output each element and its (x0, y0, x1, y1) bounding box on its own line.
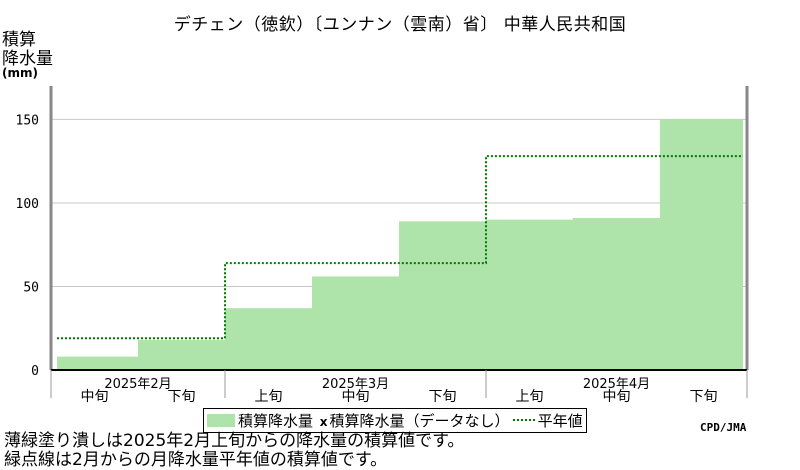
x-dekad-label: 上旬 (516, 389, 544, 405)
precip-bar (399, 221, 486, 370)
precip-bar (486, 219, 573, 370)
precip-bar (312, 276, 399, 370)
x-dekad-label: 中旬 (342, 389, 370, 405)
precip-bar (225, 308, 312, 370)
y-tick-label: 150 (16, 113, 39, 128)
x-dekad-label: 下旬 (429, 389, 457, 405)
y-tick-label: 0 (31, 364, 39, 379)
precip-bar (660, 119, 743, 370)
legend-normal-label: 平年値 (537, 412, 583, 430)
x-dekad-label: 下旬 (690, 389, 718, 405)
precip-bar (573, 217, 660, 370)
y-axis-unit: (mm) (2, 66, 38, 80)
normal-line (57, 155, 743, 340)
x-dekad-label: 上旬 (255, 389, 283, 405)
legend-bar-label: 積算降水量 (238, 412, 314, 430)
legend-bar-swatch (207, 414, 235, 427)
x-dekad-label: 中旬 (603, 389, 631, 405)
credit-label: CPD/JMA (700, 421, 747, 434)
note-dotted-line: 緑点線は2月からの月降水量平年値の積算値です。 (4, 450, 388, 470)
legend-normal-line-swatch (512, 419, 535, 421)
x-month-label: 2025年3月 (322, 377, 389, 392)
legend-missing-label: 積算降水量（データなし） (329, 412, 510, 430)
legend-missing-mark: x (319, 415, 328, 429)
x-dekad-label: 中旬 (81, 389, 109, 405)
legend: 積算降水量 x 積算降水量（データなし） 平年値 (203, 408, 587, 433)
y-tick-label: 100 (16, 197, 39, 212)
precip-bar (57, 356, 138, 370)
precip-bar (138, 339, 225, 370)
x-dekad-label: 下旬 (168, 389, 196, 405)
x-month-label: 2025年4月 (583, 377, 650, 392)
x-month-label: 2025年2月 (104, 377, 171, 392)
y-axis-label-line1: 積算 (2, 30, 36, 50)
note-fill: 薄緑塗り潰しは2025年2月上旬からの降水量の積算値です。 (4, 431, 465, 451)
y-axis-label-line2: 降水量 (2, 49, 53, 69)
chart-title: デチェン（徳欽）〔ユンナン（雲南）省〕 中華人民共和国 (173, 15, 627, 35)
y-axis-label: 積算 降水量 (2, 31, 53, 69)
y-tick-label: 50 (23, 280, 39, 295)
